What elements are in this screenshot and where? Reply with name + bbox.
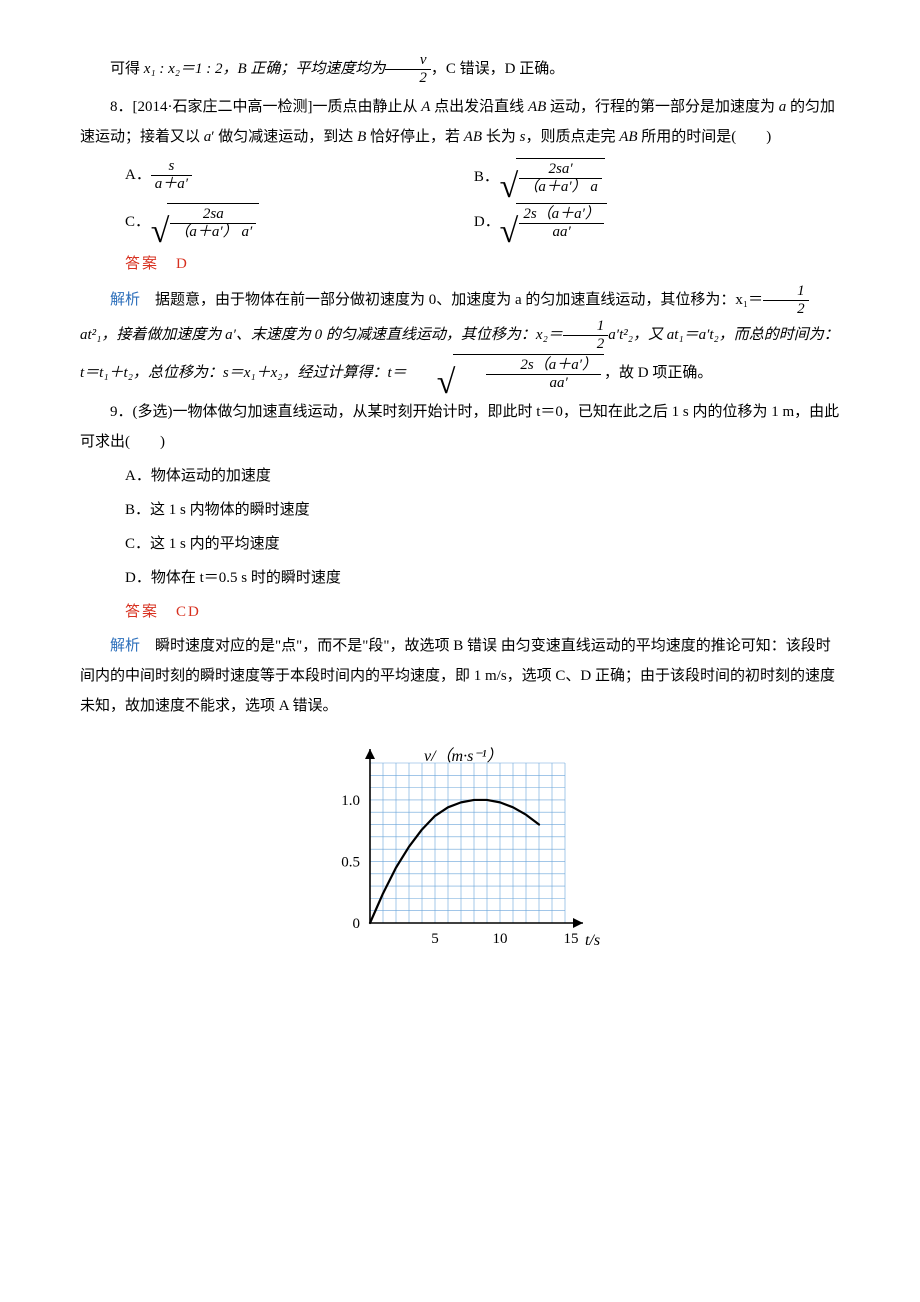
q8-answer: 答案 D bbox=[125, 249, 840, 279]
q8-options-row2: C． √2sa（a＋a′） a′ D． √2s（a＋a′）aa′ bbox=[125, 203, 840, 243]
vt-chart: 0 0.5 1.0 5 10 15 v/（m·s⁻¹） t/s bbox=[80, 733, 840, 963]
intro-suffix: ，C 错误，D 正确。 bbox=[431, 61, 564, 77]
intro-prefix: 可得 bbox=[110, 61, 144, 77]
svg-text:1.0: 1.0 bbox=[341, 793, 360, 809]
q9-stem: 9．(多选)一物体做匀加速直线运动，从某时刻开始计时，即此时 t＝0，已知在此之… bbox=[80, 397, 840, 457]
svg-text:t/s: t/s bbox=[585, 932, 600, 949]
q8-stem: 8．[2014·石家庄二中高一检测]一质点由静止从 A 点出发沿直线 AB 运动… bbox=[80, 92, 840, 152]
q8-optA: A． sa＋a′ bbox=[125, 158, 454, 198]
q8-options-row1: A． sa＋a′ B． √2sa′（a＋a′） a bbox=[125, 158, 840, 198]
intro-ratio: x₁ : x₂＝1 : 2，B 正确；平均速度均为 bbox=[144, 61, 386, 77]
q9-analysis: 解析 瞬时速度对应的是"点"，而不是"段"，故选项 B 错误 由匀变速直线运动的… bbox=[80, 631, 840, 721]
q9-optB: B．这 1 s 内物体的瞬时速度 bbox=[80, 495, 840, 525]
svg-text:15: 15 bbox=[564, 931, 579, 947]
q8-optB: B． √2sa′（a＋a′） a bbox=[474, 158, 803, 198]
intro-line: 可得 x₁ : x₂＝1 : 2，B 正确；平均速度均为v2，C 错误，D 正确… bbox=[80, 52, 840, 88]
sqrt-icon: √ bbox=[407, 373, 456, 393]
svg-text:10: 10 bbox=[493, 931, 508, 947]
svg-text:0: 0 bbox=[353, 916, 361, 932]
q9-optC: C．这 1 s 内的平均速度 bbox=[80, 529, 840, 559]
svg-text:v/（m·s⁻¹）: v/（m·s⁻¹） bbox=[424, 747, 503, 765]
q8-analysis: 解析 据题意，由于物体在前一部分做初速度为 0、加速度为 a 的匀加速直线运动，… bbox=[80, 283, 840, 394]
svg-text:0.5: 0.5 bbox=[341, 854, 360, 870]
q9-optA: A．物体运动的加速度 bbox=[80, 461, 840, 491]
intro-frac: v2 bbox=[385, 52, 431, 88]
chart-svg: 0 0.5 1.0 5 10 15 v/（m·s⁻¹） t/s bbox=[310, 733, 610, 963]
q9-optD: D．物体在 t＝0.5 s 时的瞬时速度 bbox=[80, 563, 840, 593]
q8-optC: C． √2sa（a＋a′） a′ bbox=[125, 203, 454, 243]
q9-answer: 答案 CD bbox=[125, 597, 840, 627]
q8-optD: D． √2s（a＋a′）aa′ bbox=[474, 203, 803, 243]
svg-text:5: 5 bbox=[431, 931, 439, 947]
